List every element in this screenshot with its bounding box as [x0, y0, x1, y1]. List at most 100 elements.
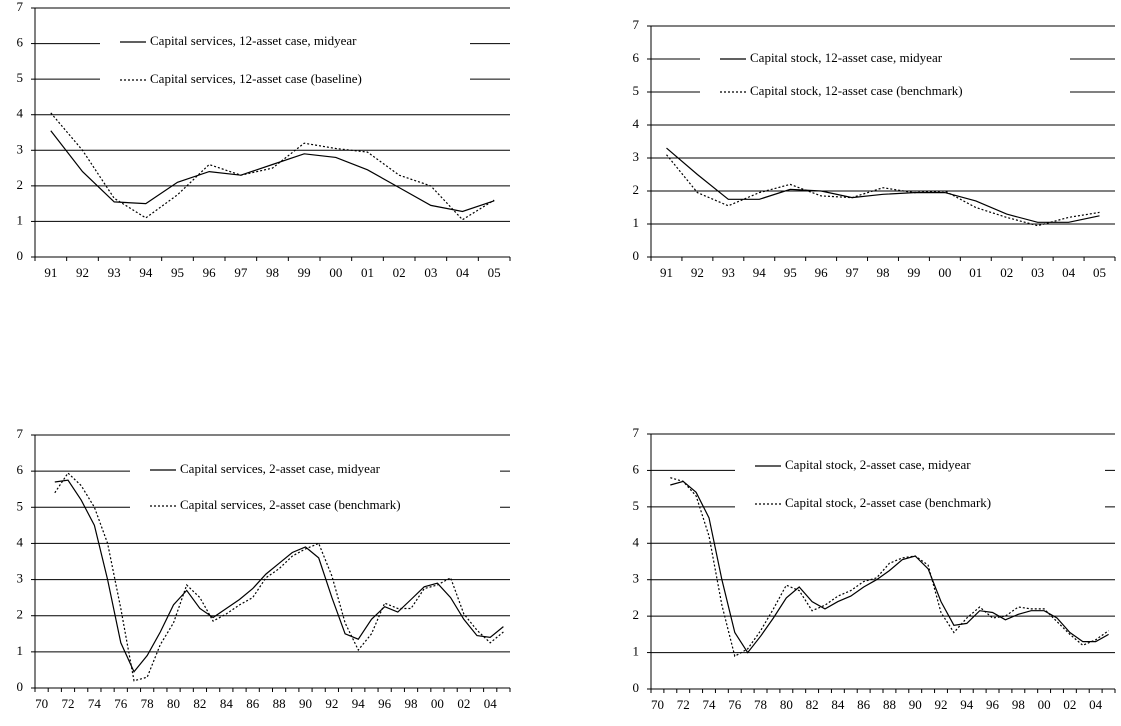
x-tick-label: 80 — [780, 697, 793, 712]
x-tick-label: 04 — [1062, 265, 1076, 280]
y-tick-label: 7 — [17, 0, 24, 14]
x-tick-label: 88 — [883, 697, 896, 712]
series-line — [50, 112, 495, 221]
x-tick-label: 84 — [831, 697, 845, 712]
y-tick-label: 2 — [633, 607, 640, 622]
y-tick-label: 5 — [17, 498, 24, 513]
x-tick-label: 96 — [203, 265, 217, 280]
series-line — [670, 477, 1109, 658]
y-tick-label: 2 — [17, 607, 24, 622]
series-line — [54, 479, 504, 673]
x-tick-label: 82 — [806, 697, 819, 712]
x-tick-label: 02 — [1000, 265, 1013, 280]
x-tick-label: 92 — [325, 696, 338, 711]
x-tick-label: 03 — [424, 265, 437, 280]
x-tick-label: 76 — [728, 697, 742, 712]
series-line — [54, 472, 504, 682]
x-tick-label: 94 — [960, 697, 974, 712]
series-line — [50, 130, 495, 213]
x-tick-label: 99 — [298, 265, 311, 280]
legend-label: Capital services, 12-asset case, midyear — [150, 33, 357, 48]
x-tick-label: 92 — [76, 265, 89, 280]
x-tick-label: 01 — [361, 265, 374, 280]
y-tick-label: 1 — [633, 644, 640, 659]
legend-label: Capital stock, 12-asset case (benchmark) — [750, 83, 963, 98]
legend-label: Capital services, 12-asset case (baselin… — [150, 71, 362, 86]
y-tick-label: 2 — [17, 177, 24, 192]
x-tick-label: 91 — [660, 265, 673, 280]
x-tick-label: 05 — [488, 265, 501, 280]
x-tick-label: 88 — [273, 696, 286, 711]
x-tick-label: 02 — [393, 265, 406, 280]
x-tick-label: 78 — [754, 697, 767, 712]
x-tick-label: 72 — [677, 697, 690, 712]
y-tick-label: 4 — [633, 116, 640, 131]
x-tick-label: 94 — [352, 696, 366, 711]
x-tick-label: 72 — [61, 696, 74, 711]
y-tick-label: 6 — [17, 35, 24, 50]
y-tick-label: 3 — [633, 149, 640, 164]
legend — [735, 450, 1105, 520]
x-tick-label: 78 — [141, 696, 154, 711]
y-tick-label: 6 — [633, 461, 640, 476]
x-tick-label: 97 — [234, 265, 248, 280]
x-tick-label: 86 — [857, 697, 871, 712]
series-line — [666, 147, 1100, 223]
x-tick-label: 05 — [1093, 265, 1106, 280]
legend — [130, 454, 500, 522]
x-tick-label: 00 — [1038, 697, 1051, 712]
x-tick-label: 90 — [299, 696, 312, 711]
legend-label: Capital stock, 2-asset case, midyear — [785, 457, 971, 472]
series-line — [670, 480, 1109, 654]
x-tick-label: 84 — [220, 696, 234, 711]
x-tick-label: 95 — [784, 265, 797, 280]
y-tick-label: 5 — [17, 70, 24, 85]
y-tick-label: 3 — [633, 571, 640, 586]
x-tick-label: 04 — [1089, 697, 1103, 712]
x-tick-label: 80 — [167, 696, 180, 711]
legend-label: Capital services, 2-asset case, midyear — [180, 461, 381, 476]
x-tick-label: 92 — [691, 265, 704, 280]
x-tick-label: 03 — [1031, 265, 1044, 280]
x-tick-label: 96 — [378, 696, 392, 711]
x-tick-label: 95 — [171, 265, 184, 280]
x-tick-label: 74 — [703, 697, 717, 712]
y-tick-label: 4 — [17, 534, 24, 549]
y-tick-label: 5 — [633, 498, 640, 513]
y-tick-label: 7 — [633, 425, 640, 440]
y-tick-label: 7 — [633, 17, 640, 32]
y-tick-label: 4 — [17, 106, 24, 121]
x-tick-label: 76 — [114, 696, 128, 711]
y-tick-label: 2 — [633, 182, 640, 197]
y-tick-label: 3 — [17, 571, 24, 586]
legend-label: Capital stock, 2-asset case (benchmark) — [785, 495, 991, 510]
legend — [700, 43, 1070, 108]
y-tick-label: 0 — [17, 248, 24, 263]
y-tick-label: 4 — [633, 534, 640, 549]
legend-label: Capital services, 2-asset case (benchmar… — [180, 497, 401, 512]
x-tick-label: 04 — [456, 265, 470, 280]
legend-label: Capital stock, 12-asset case, midyear — [750, 50, 943, 65]
y-tick-label: 0 — [633, 680, 640, 695]
x-tick-label: 74 — [88, 696, 102, 711]
x-tick-label: 02 — [1063, 697, 1076, 712]
x-tick-label: 98 — [1012, 697, 1025, 712]
x-tick-label: 02 — [457, 696, 470, 711]
y-tick-label: 3 — [17, 141, 24, 156]
x-tick-label: 96 — [815, 265, 829, 280]
x-tick-label: 04 — [484, 696, 498, 711]
x-tick-label: 98 — [266, 265, 279, 280]
x-tick-label: 97 — [846, 265, 860, 280]
x-tick-label: 00 — [431, 696, 444, 711]
legend — [100, 26, 470, 96]
y-tick-label: 0 — [17, 679, 24, 694]
x-tick-label: 82 — [193, 696, 206, 711]
x-tick-label: 70 — [651, 697, 664, 712]
x-tick-label: 98 — [877, 265, 890, 280]
x-tick-label: 92 — [935, 697, 948, 712]
x-tick-label: 91 — [44, 265, 57, 280]
y-tick-label: 0 — [633, 248, 640, 263]
x-tick-label: 98 — [405, 696, 418, 711]
y-tick-label: 5 — [633, 83, 640, 98]
